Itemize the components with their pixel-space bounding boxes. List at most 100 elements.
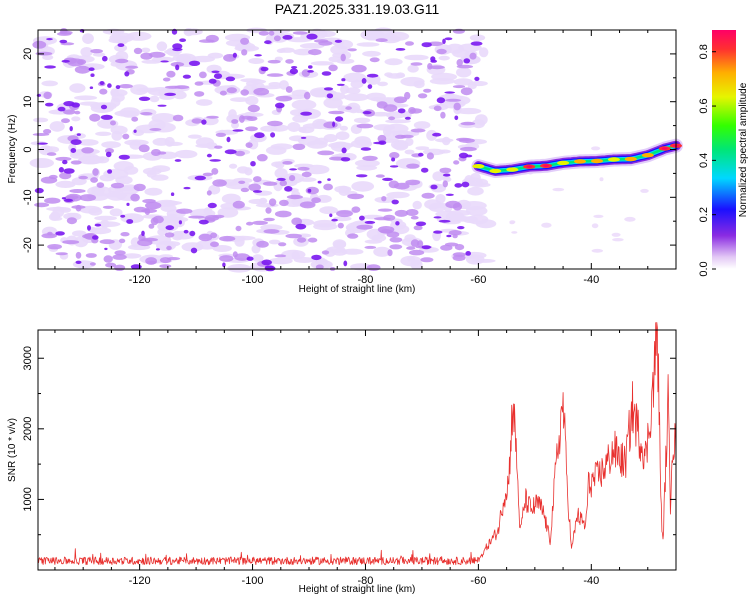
noise-blob-dark bbox=[61, 59, 70, 63]
noise-blob-light bbox=[435, 194, 446, 204]
noise-blob-dark bbox=[329, 213, 333, 218]
noise-blob-light bbox=[426, 129, 438, 141]
noise-blob-light bbox=[29, 158, 54, 168]
noise-blob-light bbox=[298, 126, 307, 133]
signal-hotspot bbox=[557, 160, 570, 166]
x-tick-label: -60 bbox=[470, 274, 486, 286]
noise-blob-dark bbox=[57, 106, 66, 112]
noise-blob-medium bbox=[235, 225, 242, 232]
noise-blob-dark bbox=[289, 68, 298, 75]
noise-blob-medium bbox=[240, 187, 250, 193]
noise-blob-medium bbox=[133, 47, 143, 55]
noise-blob-light bbox=[319, 206, 338, 215]
snr-y-axis-label: SNR (10 * v/v) bbox=[7, 418, 18, 482]
noise-blob-medium bbox=[347, 48, 357, 52]
noise-blob-dark bbox=[175, 64, 180, 71]
noise-blob-medium bbox=[301, 171, 312, 178]
noise-blob-light bbox=[223, 129, 234, 135]
noise-blob-dark bbox=[117, 43, 125, 47]
noise-blob-light bbox=[99, 174, 115, 182]
noise-blob-medium bbox=[231, 119, 239, 124]
noise-blob-light bbox=[384, 58, 403, 66]
noise-blob-medium bbox=[410, 62, 423, 66]
noise-blob-dark bbox=[157, 104, 167, 107]
x-tick-label: -60 bbox=[470, 575, 486, 587]
noise-blob-medium bbox=[356, 224, 373, 230]
noise-blob-medium bbox=[241, 115, 254, 120]
noise-blob-light bbox=[370, 111, 391, 117]
noise-blob-medium bbox=[62, 240, 80, 245]
noise-blob-light bbox=[467, 186, 484, 196]
noise-blob-medium bbox=[159, 257, 172, 264]
signal-hotspot bbox=[489, 168, 502, 174]
noise-blob-faint bbox=[509, 221, 515, 225]
noise-blob-light bbox=[474, 114, 488, 126]
noise-blob-dark bbox=[211, 70, 220, 74]
noise-blob-medium bbox=[268, 30, 275, 36]
noise-blob-medium bbox=[166, 245, 172, 251]
noise-blob-dark bbox=[465, 154, 473, 158]
noise-blob-medium bbox=[96, 182, 105, 189]
spectrogram-y-axis-label: Frequency (Hz) bbox=[7, 115, 18, 184]
noise-blob-medium bbox=[292, 143, 306, 150]
noise-blob-medium bbox=[444, 242, 459, 247]
noise-blob-dark bbox=[343, 260, 348, 267]
noise-blob-light bbox=[219, 73, 245, 79]
noise-blob-medium bbox=[364, 245, 377, 249]
noise-blob-medium bbox=[299, 201, 316, 209]
noise-blob-medium bbox=[273, 35, 281, 42]
noise-blob-light bbox=[80, 47, 93, 57]
noise-blob-light bbox=[165, 141, 183, 146]
noise-blob-dark bbox=[341, 78, 346, 82]
snr-panel: -120 -100 -80 -60 -40 1000 2000 3000 Height of… bbox=[7, 321, 677, 595]
noise-blob-medium bbox=[56, 32, 72, 36]
noise-blob-light bbox=[310, 61, 334, 66]
noise-blob-medium bbox=[285, 86, 293, 93]
noise-blob-light bbox=[470, 172, 481, 182]
noise-blob-medium bbox=[262, 181, 278, 186]
noise-blob-light bbox=[129, 140, 142, 150]
noise-blob-medium bbox=[456, 64, 474, 69]
noise-blob-dark bbox=[446, 234, 452, 238]
noise-blob-dark bbox=[331, 218, 338, 222]
noise-blob-medium bbox=[263, 217, 275, 222]
noise-blob-light bbox=[51, 216, 63, 221]
noise-blob-medium bbox=[406, 246, 416, 250]
noise-blob-dark bbox=[433, 216, 442, 219]
noise-blob-light bbox=[191, 55, 215, 63]
noise-blob-dark bbox=[120, 214, 126, 218]
noise-blob-dark bbox=[275, 102, 285, 109]
noise-blob-medium bbox=[92, 168, 99, 176]
noise-blob-medium bbox=[408, 107, 416, 114]
noise-blob-medium bbox=[219, 235, 236, 242]
spectrogram-x-axis: -120 -100 -80 -60 -40 bbox=[54, 30, 677, 286]
noise-blob-medium bbox=[48, 174, 58, 180]
noise-blob-dark bbox=[359, 215, 365, 221]
noise-blob-dark bbox=[323, 87, 334, 91]
noise-blob-light bbox=[339, 125, 348, 131]
noise-blob-dark bbox=[454, 183, 463, 188]
noise-blob-medium bbox=[170, 62, 185, 67]
colorbar-tick-label: 0.6 bbox=[698, 98, 710, 113]
x-tick-label: -80 bbox=[358, 274, 374, 286]
noise-blob-light bbox=[291, 251, 300, 260]
noise-blob-dark bbox=[198, 219, 209, 225]
noise-blob-medium bbox=[148, 223, 155, 229]
noise-blob-light bbox=[120, 213, 144, 224]
noise-blob-faint bbox=[511, 231, 518, 234]
noise-blob-light bbox=[291, 99, 317, 111]
noise-blob-dark bbox=[87, 225, 91, 231]
noise-blob-medium bbox=[212, 179, 227, 187]
noise-blob-dark bbox=[133, 129, 137, 133]
noise-blob-light bbox=[136, 87, 161, 93]
noise-blob-medium bbox=[356, 123, 374, 129]
noise-blob-dark bbox=[102, 55, 108, 62]
x-tick-label: -100 bbox=[242, 274, 264, 286]
noise-blob-dark bbox=[201, 119, 207, 125]
noise-blob-light bbox=[234, 236, 245, 247]
noise-blob-dark bbox=[432, 132, 442, 137]
noise-blob-light bbox=[423, 148, 445, 156]
noise-blob-light bbox=[203, 207, 213, 215]
